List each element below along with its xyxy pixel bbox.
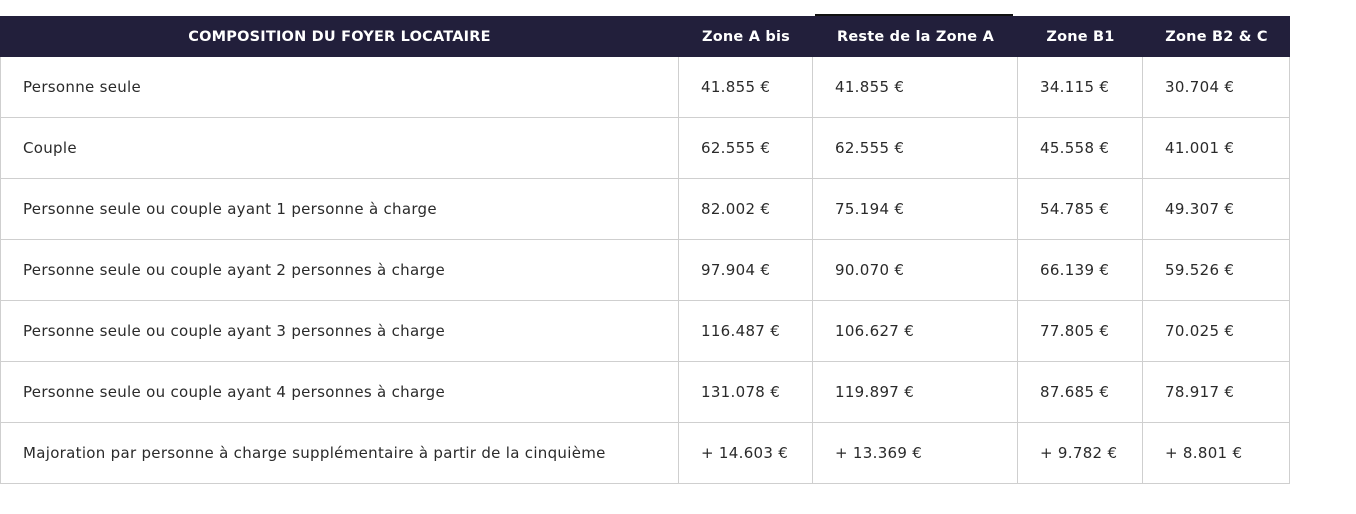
value-cell: 62.555 € [679, 118, 813, 179]
value-cell: + 9.782 € [1018, 423, 1143, 484]
value-cell: 41.001 € [1143, 118, 1290, 179]
header-cell: Zone B1 [1018, 16, 1143, 57]
value-cell: 131.078 € [679, 362, 813, 423]
value-cell: 106.627 € [813, 301, 1018, 362]
header-cell: COMPOSITION DU FOYER LOCATAIRE [0, 16, 679, 57]
row-label: Personne seule [0, 57, 679, 118]
value-cell: + 13.369 € [813, 423, 1018, 484]
value-cell: 34.115 € [1018, 57, 1143, 118]
value-cell: 82.002 € [679, 179, 813, 240]
row-label: Majoration par personne à charge supplém… [0, 423, 679, 484]
value-cell: 116.487 € [679, 301, 813, 362]
header-cell: Reste de la Zone A [813, 16, 1018, 57]
value-cell: 62.555 € [813, 118, 1018, 179]
row-label: Personne seule ou couple ayant 3 personn… [0, 301, 679, 362]
value-cell: 75.194 € [813, 179, 1018, 240]
value-cell: + 8.801 € [1143, 423, 1290, 484]
value-cell: 90.070 € [813, 240, 1018, 301]
value-cell: 78.917 € [1143, 362, 1290, 423]
value-cell: 119.897 € [813, 362, 1018, 423]
header-cell: Zone A bis [679, 16, 813, 57]
header-accent [815, 14, 1013, 16]
value-cell: + 14.603 € [679, 423, 813, 484]
row-label: Personne seule ou couple ayant 2 personn… [0, 240, 679, 301]
row-label: Couple [0, 118, 679, 179]
value-cell: 45.558 € [1018, 118, 1143, 179]
value-cell: 41.855 € [679, 57, 813, 118]
value-cell: 77.805 € [1018, 301, 1143, 362]
row-label: Personne seule ou couple ayant 1 personn… [0, 179, 679, 240]
value-cell: 97.904 € [679, 240, 813, 301]
value-cell: 66.139 € [1018, 240, 1143, 301]
value-cell: 54.785 € [1018, 179, 1143, 240]
value-cell: 59.526 € [1143, 240, 1290, 301]
value-cell: 30.704 € [1143, 57, 1290, 118]
value-cell: 49.307 € [1143, 179, 1290, 240]
value-cell: 41.855 € [813, 57, 1018, 118]
value-cell: 70.025 € [1143, 301, 1290, 362]
value-cell: 87.685 € [1018, 362, 1143, 423]
header-cell: Zone B2 & C [1143, 16, 1290, 57]
row-label: Personne seule ou couple ayant 4 personn… [0, 362, 679, 423]
